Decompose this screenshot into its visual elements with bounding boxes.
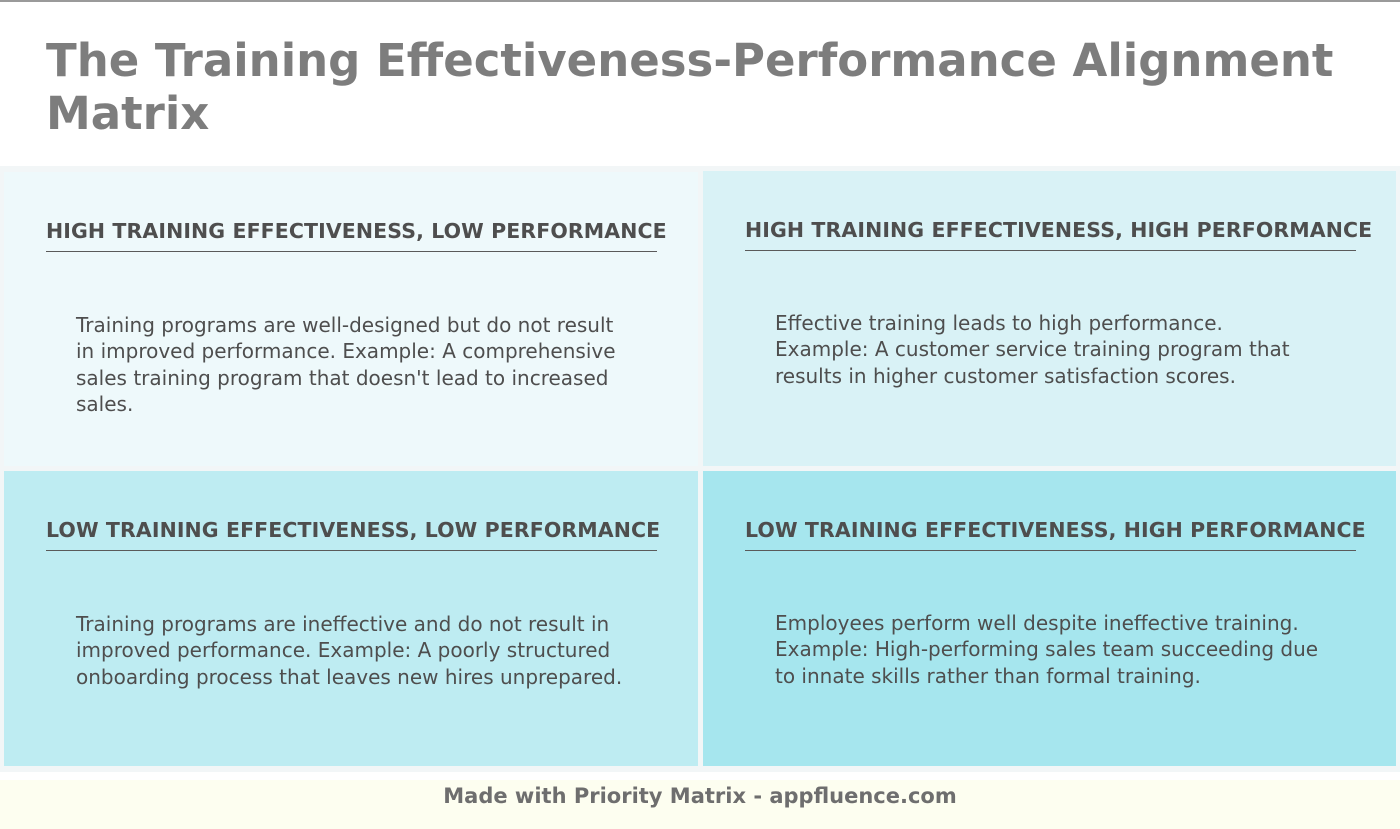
footer-credit: Made with Priority Matrix - appfluence.c… bbox=[443, 784, 957, 808]
quadrant-heading: HIGH TRAINING EFFECTIVENESS, LOW PERFORM… bbox=[46, 218, 667, 252]
quadrant-low-effectiveness-low-performance: LOW TRAINING EFFECTIVENESS, LOW PERFORMA… bbox=[4, 471, 698, 766]
quadrant-heading: LOW TRAINING EFFECTIVENESS, LOW PERFORMA… bbox=[46, 517, 660, 551]
quadrant-description: Employees perform well despite ineffecti… bbox=[775, 611, 1319, 688]
page-title: The Training Effectiveness-Performance A… bbox=[46, 34, 1334, 140]
matrix-grid: HIGH TRAINING EFFECTIVENESS, LOW PERFORM… bbox=[0, 166, 1400, 772]
quadrant-description: Effective training leads to high perform… bbox=[775, 311, 1290, 388]
quadrant-heading: LOW TRAINING EFFECTIVENESS, HIGH PERFORM… bbox=[745, 517, 1366, 551]
top-border bbox=[0, 0, 1400, 2]
footer: Made with Priority Matrix - appfluence.c… bbox=[0, 780, 1400, 829]
page-header: The Training Effectiveness-Performance A… bbox=[0, 2, 1400, 166]
quadrant-description: Training programs are well-designed but … bbox=[76, 313, 616, 416]
quadrant-description: Training programs are ineffective and do… bbox=[76, 612, 623, 689]
quadrant-high-effectiveness-high-performance: HIGH TRAINING EFFECTIVENESS, HIGH PERFOR… bbox=[703, 171, 1396, 466]
quadrant-high-effectiveness-low-performance: HIGH TRAINING EFFECTIVENESS, LOW PERFORM… bbox=[4, 172, 698, 466]
quadrant-heading: HIGH TRAINING EFFECTIVENESS, HIGH PERFOR… bbox=[745, 217, 1372, 251]
quadrant-low-effectiveness-high-performance: LOW TRAINING EFFECTIVENESS, HIGH PERFORM… bbox=[703, 471, 1396, 766]
